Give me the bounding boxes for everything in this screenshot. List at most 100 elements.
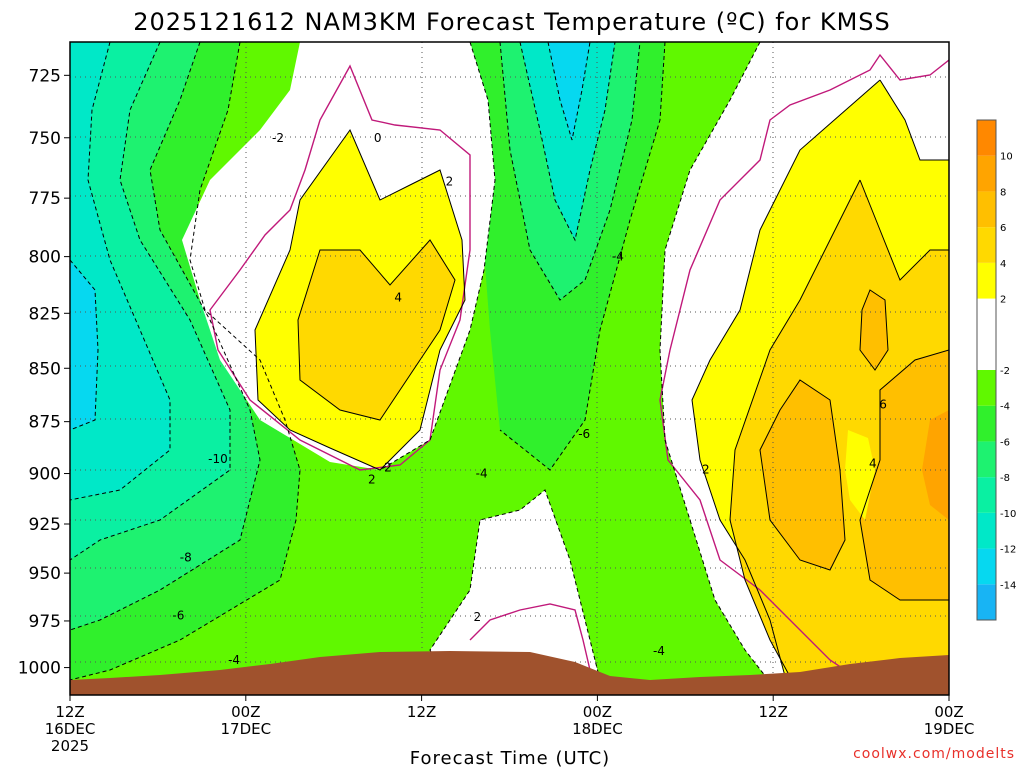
- y-tick-label: 800: [29, 248, 61, 268]
- colorbar-swatch: [977, 191, 996, 228]
- x-tick-label: 18DEC: [572, 720, 623, 738]
- colorbar-tick-label: -2: [1000, 366, 1010, 377]
- x-tick-label: 12Z: [759, 703, 788, 721]
- contour-label: -6: [172, 608, 184, 622]
- y-tick-label: 725: [29, 66, 61, 86]
- colorbar-tick-label: -4: [1000, 402, 1010, 413]
- colorbar-tick-label: 8: [1000, 187, 1006, 198]
- colorbar-swatch: [977, 120, 996, 156]
- y-tick-label: 825: [29, 304, 61, 324]
- colorbar-swatch: [977, 405, 996, 442]
- temp-region-cold-column-minus10: [520, 42, 615, 240]
- colorbar-tick-label: -8: [1000, 473, 1010, 484]
- contour-minus8-center: [547, 42, 591, 141]
- contour-minus4-right: [659, 42, 781, 695]
- temp-region-warm-right-6c: [860, 290, 888, 370]
- y-tick-label: 900: [29, 465, 61, 485]
- colorbar-swatch: [977, 155, 996, 192]
- colorbar-tick-label: -6: [1000, 437, 1010, 448]
- temp-region-warm-right-6b: [860, 350, 949, 600]
- x-tick-label: 17DEC: [221, 720, 272, 738]
- contour-minus2-center-left: [379, 42, 496, 471]
- colorbar-tick-label: -14: [1000, 580, 1016, 591]
- contour-label: 0: [374, 131, 382, 145]
- temp-region-near-zero-bottom: [430, 490, 600, 690]
- contour-4c-right: [729, 179, 949, 695]
- temp-region-warm-nose-4: [298, 240, 455, 420]
- x-axis-label: Forecast Time (UTC): [410, 748, 610, 768]
- contour-label: -6: [578, 427, 590, 441]
- x-tick-label: 16DEC: [45, 720, 96, 738]
- colorbar-tick-label: 6: [1000, 223, 1006, 234]
- colorbar-tick-label: 10: [1000, 152, 1013, 163]
- chart-title: 2025121612 NAM3KM Forecast Temperature (…: [133, 8, 891, 36]
- contour-minus4-left: [70, 42, 261, 631]
- contour-label: 2: [473, 610, 481, 624]
- colorbar-swatch: [977, 512, 996, 549]
- contour-2c-right: [691, 79, 949, 695]
- contour-minus8-left: [70, 42, 171, 501]
- contour-2c-left: [254, 128, 466, 471]
- y-tick-label: 875: [29, 413, 61, 433]
- colorbar-swatch: [977, 262, 996, 299]
- temp-region-warm-right-6: [760, 380, 845, 570]
- contour-label: 6: [879, 398, 887, 412]
- colorbar: 10 8 6 4 2 -2 -4 -6 -8 -10 -12 -14: [976, 119, 1016, 621]
- contour-label: -4: [228, 653, 240, 667]
- temp-region-minus14: [70, 260, 98, 430]
- contour-label: 2: [446, 174, 454, 188]
- x-tick-label: 12Z: [407, 703, 436, 721]
- y-tick-label: 925: [29, 515, 61, 535]
- y-tick-label: 950: [29, 564, 61, 584]
- contour-6c-right-c: [859, 289, 889, 371]
- colorbar-swatch: [977, 227, 996, 263]
- contour-label: -4: [653, 644, 665, 658]
- colorbar-tick-label: -10: [1000, 509, 1016, 520]
- contour-lines: [70, 42, 949, 695]
- contour-0c-left: [209, 64, 471, 471]
- terrain: [70, 651, 949, 695]
- contour-label: 2: [702, 462, 710, 476]
- temp-region-cold-column-minus12: [548, 42, 590, 140]
- colorbar-tick-label: -12: [1000, 545, 1016, 556]
- contour-label: 2: [384, 460, 392, 474]
- contour-label: -8: [180, 551, 192, 565]
- contour-minus6-center: [519, 42, 616, 242]
- plot-area: [70, 42, 949, 695]
- colorbar-swatch: [977, 548, 996, 585]
- x-tick-label: 00Z: [583, 703, 612, 721]
- contour-label: -4: [476, 467, 488, 481]
- contour-6c-right-b: [859, 349, 949, 601]
- colorbar-swatch: [977, 477, 996, 513]
- contour-label: 4: [869, 456, 877, 470]
- contour-0c-right: [659, 53, 949, 681]
- contour-label: -4: [612, 250, 624, 264]
- colorbar-tick-label: 2: [1000, 295, 1006, 306]
- x-tick-label: 00Z: [231, 703, 260, 721]
- contour-6c-right-a: [759, 379, 846, 571]
- colorbar-swatch: [977, 584, 996, 620]
- contour-label: -2: [272, 131, 284, 145]
- colorbar-frame: [976, 119, 997, 621]
- contour-minus10-left: [70, 259, 99, 431]
- x-tick-label: 2025: [51, 737, 89, 755]
- contour-4c-left: [297, 239, 456, 421]
- y-tick-label: 1000: [18, 659, 61, 679]
- contour-label: 2: [368, 473, 376, 487]
- contour-minus2-left: [70, 42, 301, 681]
- x-tick-label: 00Z: [934, 703, 963, 721]
- contour-label: -10: [208, 452, 228, 466]
- contour-0c-bottom: [469, 603, 591, 671]
- contour-label: 4: [394, 291, 402, 305]
- y-tick-label: 775: [29, 189, 61, 209]
- y-tick-label: 750: [29, 129, 61, 149]
- x-tick-label: 19DEC: [924, 720, 975, 738]
- colorbar-tick-label: 4: [1000, 259, 1006, 270]
- colorbar-swatch: [977, 441, 996, 478]
- y-tick-label: 850: [29, 359, 61, 379]
- colorbar-swatch: [977, 298, 996, 370]
- credit-text: coolwx.com/modelts: [853, 746, 1015, 762]
- temp-region-warm-right-8: [922, 410, 949, 520]
